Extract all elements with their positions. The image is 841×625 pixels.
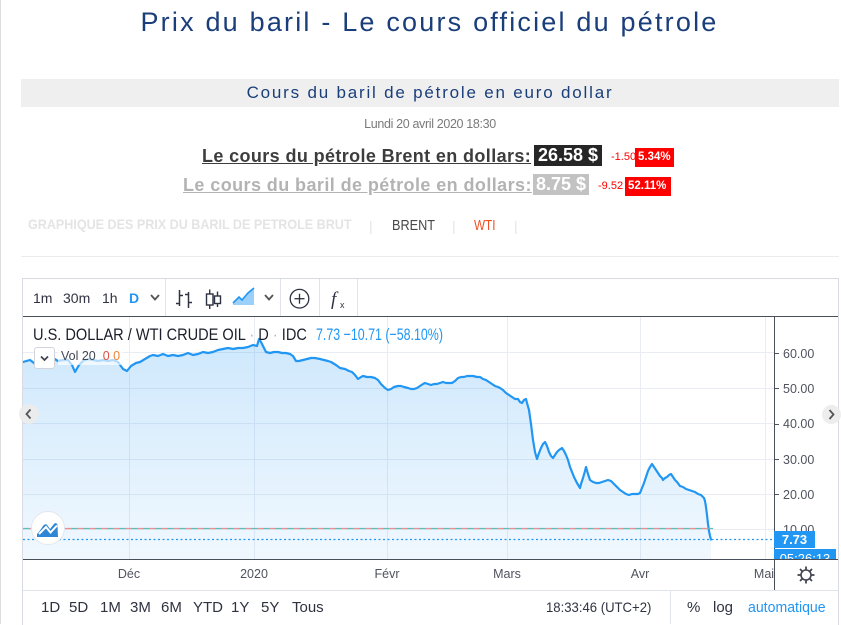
svg-text:f: f [331, 289, 339, 310]
svg-text:x: x [340, 300, 345, 310]
